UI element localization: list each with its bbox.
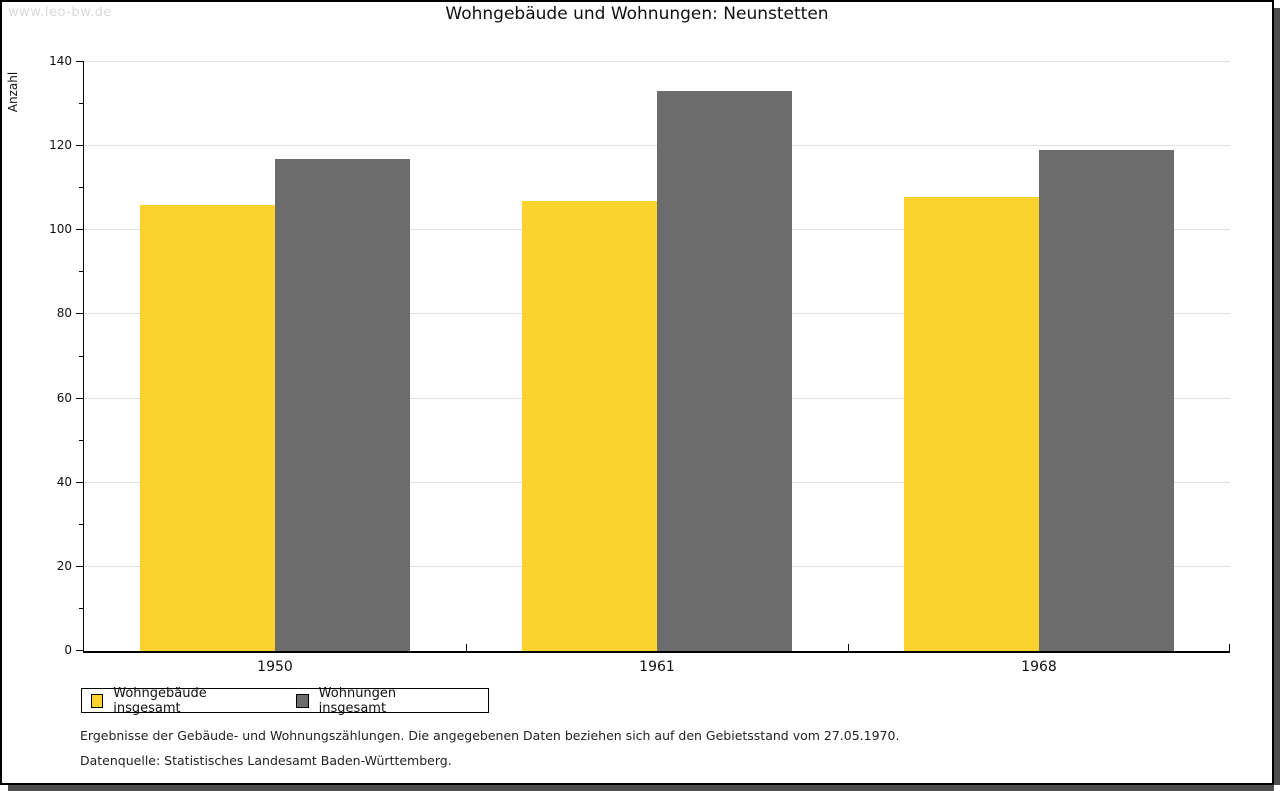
x-category-label: 1968 [1021, 659, 1057, 675]
y-tick-label: 140 [49, 54, 72, 68]
y-major-tick [76, 650, 84, 651]
y-tick-label: 40 [56, 474, 72, 489]
bar-1968-series1 [1039, 150, 1174, 651]
gridline [84, 61, 1230, 62]
y-minor-tick [79, 607, 84, 609]
y-tick-label: 80 [56, 306, 72, 321]
bar-1968-series0 [904, 196, 1039, 651]
bar-1961-series1 [657, 91, 792, 651]
y-major-tick [76, 481, 84, 483]
x-category-label: 1950 [257, 659, 293, 675]
bar-1950-series1 [275, 158, 410, 651]
footnote-line1: Ergebnisse der Gebäude- und Wohnungszähl… [80, 728, 900, 743]
y-major-tick [76, 313, 84, 315]
y-axis-label: Anzahl [6, 71, 20, 113]
legend-box: Wohngebäude insgesamt Wohnungen insgesamt [81, 686, 489, 716]
y-tick-label: 120 [49, 138, 72, 153]
y-major-tick [76, 397, 84, 399]
legend-swatch-icon [296, 693, 309, 708]
legend-swatch-icon [91, 693, 104, 708]
watermark: www.leo-bw.de [8, 5, 112, 20]
y-tick-label: 100 [49, 222, 72, 237]
legend-item: Wohnungen insgesamt [296, 686, 446, 716]
y-minor-tick [79, 355, 84, 357]
y-major-tick [76, 565, 84, 567]
legend-label: Wohnungen insgesamt [318, 685, 397, 716]
chart-title: Wohngebäude und Wohnungen: Neunstetten [445, 4, 829, 24]
plot-area: 0 20 40 60 80 100 120 140 1950 1961 1968 [49, 54, 1230, 675]
drop-shadow-bottom [8, 785, 1274, 791]
y-major-tick [76, 145, 84, 147]
y-tick-label: 20 [56, 558, 72, 573]
x-tick [466, 644, 467, 651]
legend-item: Wohngebäude insgesamt [91, 686, 254, 716]
y-minor-tick [79, 271, 84, 273]
y-major-tick [76, 229, 84, 231]
x-tick [848, 644, 849, 651]
y-major-tick [76, 61, 84, 62]
bar-1961-series0 [522, 200, 657, 651]
y-minor-tick [79, 187, 84, 189]
x-category-label: 1961 [639, 659, 675, 675]
x-tick [1229, 644, 1230, 651]
y-tick-label: 60 [56, 390, 72, 405]
bar-1950-series0 [140, 205, 275, 651]
drop-shadow-right [1274, 8, 1280, 785]
y-minor-tick [79, 103, 84, 105]
y-minor-tick [79, 439, 84, 441]
y-minor-tick [79, 523, 84, 525]
y-tick-label: 0 [64, 643, 72, 657]
footnote-line2: Datenquelle: Statistisches Landesamt Bad… [80, 753, 452, 768]
legend-label: Wohngebäude insgesamt [113, 685, 207, 716]
